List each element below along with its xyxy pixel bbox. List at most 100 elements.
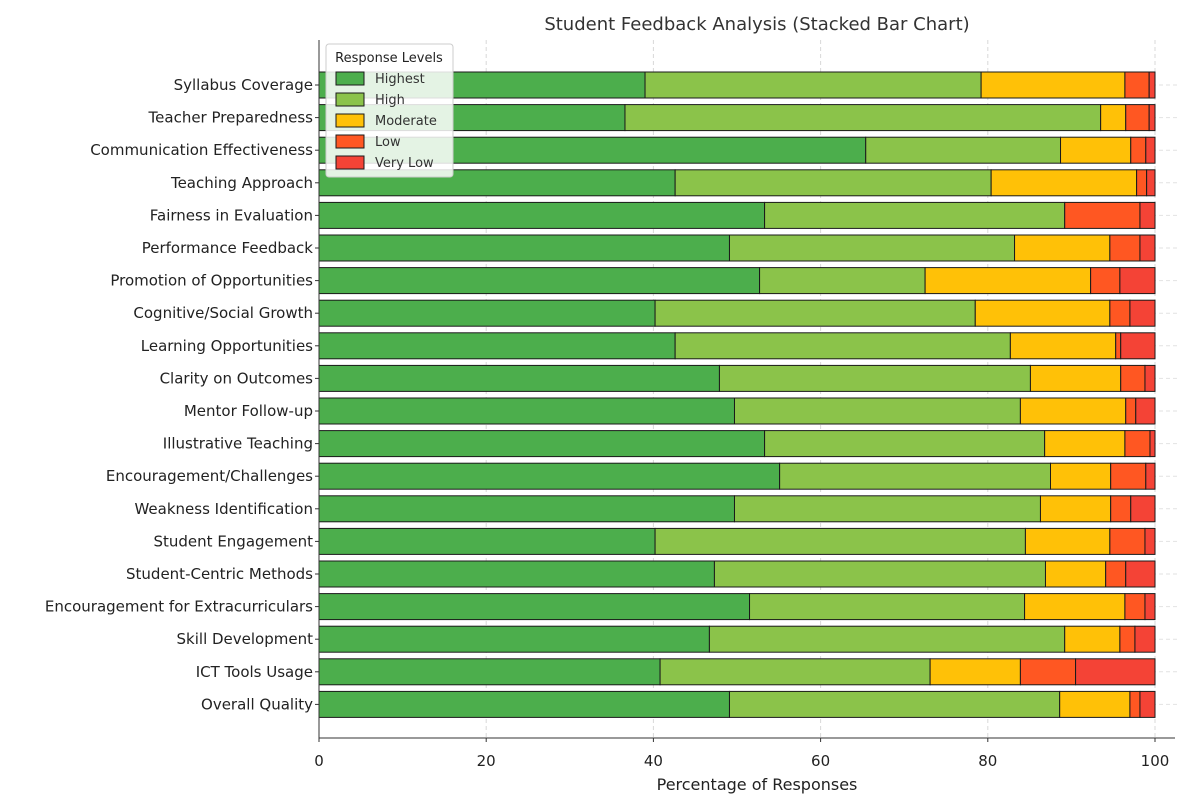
bar-segment-moderate bbox=[974, 299, 1111, 327]
bar-segment-high bbox=[644, 71, 982, 99]
bar-group bbox=[318, 560, 1156, 588]
bar-segment-moderate bbox=[990, 169, 1138, 197]
category-label: Teacher Preparedness bbox=[148, 109, 314, 127]
bar-segment-highest bbox=[318, 593, 751, 621]
bar-segment-highest bbox=[318, 364, 720, 392]
category-label: Clarity on Outcomes bbox=[160, 369, 314, 387]
x-tick-labels: 0 20 40 60 80 100 bbox=[314, 738, 1169, 770]
bar-group bbox=[318, 364, 1156, 392]
legend-items: Highest High Moderate Low Very Low bbox=[335, 71, 437, 171]
bar-segment-highest bbox=[318, 267, 761, 295]
bar-segment-moderate bbox=[1059, 690, 1131, 718]
legend-label: Highest bbox=[375, 72, 425, 87]
bar-group bbox=[318, 267, 1156, 295]
bar-group bbox=[318, 527, 1156, 555]
bar-segment-highest bbox=[318, 690, 730, 718]
bar-segment-low bbox=[1124, 71, 1150, 99]
bar-segment-highest bbox=[318, 495, 735, 523]
bar-segment-low bbox=[1130, 136, 1147, 164]
bar-group bbox=[318, 690, 1156, 718]
bar-segment-high bbox=[764, 201, 1066, 229]
bar-segment-low bbox=[1129, 690, 1141, 718]
bar-segment-high bbox=[654, 299, 976, 327]
bar-segment-very-low bbox=[1145, 462, 1156, 490]
bar-segment-high bbox=[749, 593, 1026, 621]
bar-segment-low bbox=[1110, 495, 1132, 523]
bar-segment-very-low bbox=[1146, 169, 1156, 197]
category-label: Communication Effectiveness bbox=[90, 141, 313, 159]
bar-segment-low bbox=[1090, 267, 1121, 295]
bar-group bbox=[318, 658, 1156, 686]
category-label: ICT Tools Usage bbox=[196, 663, 313, 681]
bar-segment-high bbox=[779, 462, 1051, 490]
category-label: Student Engagement bbox=[154, 532, 314, 550]
bar-group bbox=[318, 625, 1156, 653]
bar-group bbox=[318, 593, 1156, 621]
legend-title: Response Levels bbox=[335, 51, 443, 66]
bar-segment-low bbox=[1110, 462, 1147, 490]
legend: Response Levels Highest High Moderate Low Ve… bbox=[325, 43, 454, 178]
bar-segment-low bbox=[1120, 364, 1146, 392]
bar-segment-moderate bbox=[924, 267, 1092, 295]
bar-segment-low bbox=[1136, 169, 1148, 197]
legend-label: High bbox=[375, 93, 405, 108]
bar-segment-high bbox=[659, 658, 931, 686]
bar-segment-moderate bbox=[1009, 332, 1117, 360]
bar-group bbox=[318, 430, 1156, 458]
bar-segment-highest bbox=[318, 397, 735, 425]
bar-segment-very-low bbox=[1134, 625, 1156, 653]
bar-segment-high bbox=[733, 397, 1021, 425]
bar-segment-highest bbox=[318, 658, 661, 686]
bar-segment-very-low bbox=[1139, 201, 1156, 229]
bar-segment-highest bbox=[318, 560, 715, 588]
bar-segment-highest bbox=[318, 430, 766, 458]
bar-segment-moderate bbox=[1019, 397, 1127, 425]
bar-segment-very-low bbox=[1125, 560, 1156, 588]
category-label: Learning Opportunities bbox=[141, 337, 313, 355]
bar-segment-highest bbox=[318, 201, 766, 229]
bar-segment-moderate bbox=[980, 71, 1126, 99]
bar-segment-very-low bbox=[1075, 658, 1156, 686]
bar-segment-moderate bbox=[1044, 560, 1107, 588]
legend-swatch bbox=[335, 113, 365, 128]
bar-segment-moderate bbox=[1100, 104, 1127, 132]
chart-title: Student Feedback Analysis (Stacked Bar C… bbox=[544, 14, 969, 35]
bar-segment-low bbox=[1119, 625, 1136, 653]
legend-label: Very Low bbox=[375, 156, 434, 171]
bar-segment-very-low bbox=[1139, 234, 1156, 262]
bar-segment-very-low bbox=[1144, 364, 1156, 392]
bar-segment-high bbox=[728, 234, 1016, 262]
x-tick-label: 100 bbox=[1141, 752, 1170, 770]
bar-segment-high bbox=[718, 364, 1031, 392]
bar-segment-low bbox=[1064, 201, 1141, 229]
legend-label: Low bbox=[375, 135, 401, 150]
bar-segment-highest bbox=[318, 299, 656, 327]
bar-group bbox=[318, 201, 1156, 229]
bar-segment-moderate bbox=[1064, 625, 1121, 653]
bar-group bbox=[318, 332, 1156, 360]
category-label: Syllabus Coverage bbox=[174, 76, 313, 94]
category-label: Mentor Follow-up bbox=[184, 402, 313, 420]
category-labels: Syllabus Coverage Teacher Preparedness Com… bbox=[45, 76, 319, 713]
category-label: Student-Centric Methods bbox=[126, 565, 313, 583]
bar-segment-high bbox=[865, 136, 1062, 164]
bar-segment-moderate bbox=[1024, 527, 1111, 555]
x-tick-label: 0 bbox=[314, 752, 324, 770]
category-label: Encouragement for Extracurriculars bbox=[45, 598, 313, 616]
x-axis-label: Percentage of Responses bbox=[657, 775, 858, 794]
bar-segment-high bbox=[654, 527, 1026, 555]
bar-segment-high bbox=[708, 625, 1066, 653]
bar-segment-highest bbox=[318, 527, 656, 555]
x-tick-label: 20 bbox=[477, 752, 496, 770]
x-tick-label: 60 bbox=[811, 752, 830, 770]
category-label: Promotion of Opportunities bbox=[110, 272, 313, 290]
x-tick-label: 80 bbox=[978, 752, 997, 770]
bar-segment-high bbox=[759, 267, 926, 295]
bar-group bbox=[318, 299, 1156, 327]
bar-segment-moderate bbox=[1060, 136, 1132, 164]
category-label: Skill Development bbox=[177, 630, 314, 648]
bar-segment-very-low bbox=[1120, 332, 1156, 360]
bar-segment-very-low bbox=[1144, 527, 1156, 555]
bar-segment-low bbox=[1124, 593, 1146, 621]
